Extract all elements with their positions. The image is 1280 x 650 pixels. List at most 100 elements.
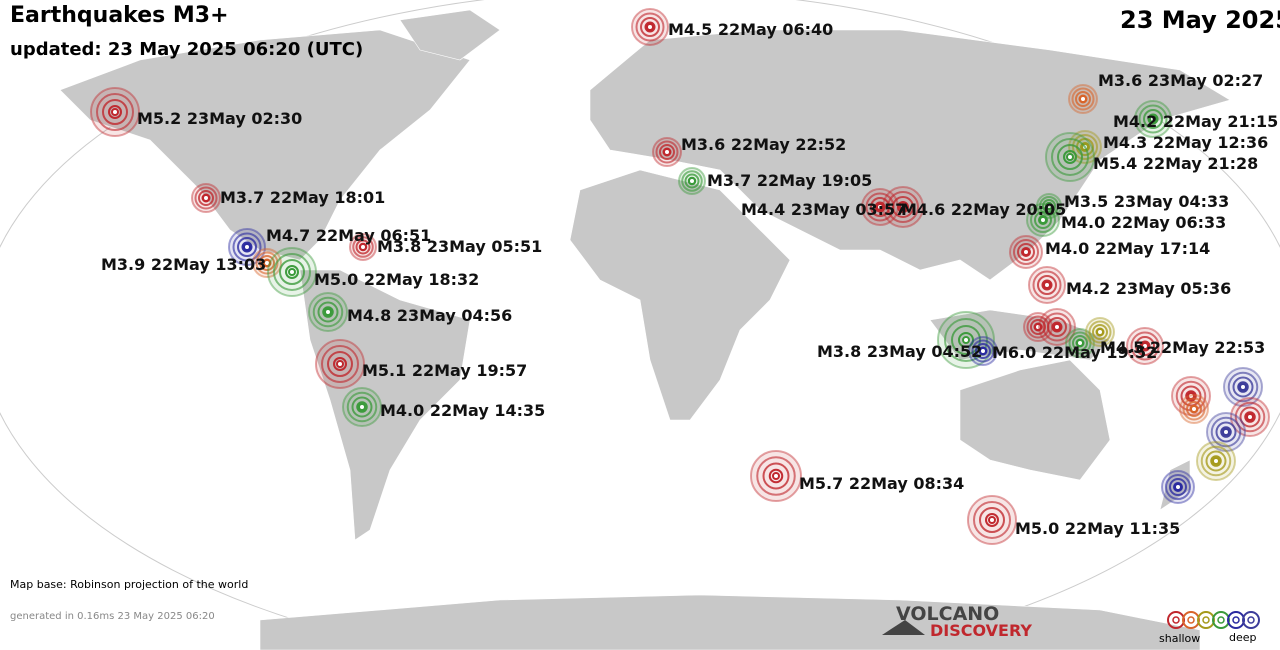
- ring: [973, 501, 1011, 539]
- ring: [1215, 421, 1237, 443]
- dot: [899, 203, 907, 211]
- dot: [1076, 339, 1084, 347]
- ring: [194, 186, 218, 210]
- ring: [684, 173, 700, 189]
- dot: [1222, 428, 1230, 436]
- land: [59, 9, 1231, 650]
- ring: [1135, 336, 1155, 356]
- ring: [351, 396, 373, 418]
- ring: [1205, 450, 1227, 472]
- ring: [1063, 150, 1077, 164]
- ring: [1138, 104, 1168, 134]
- ring: [762, 462, 790, 490]
- quake-marker: [267, 247, 317, 297]
- ring: [102, 99, 128, 125]
- quake-label: M3.5 23May 04:33: [1064, 192, 1229, 211]
- quake-marker: [90, 87, 140, 137]
- quake-label: M5.0 22May 11:35: [1015, 519, 1180, 538]
- quake-marker: [967, 495, 1017, 545]
- dot: [324, 308, 332, 316]
- ring: [1051, 321, 1063, 333]
- ring: [1037, 275, 1057, 295]
- ring: [355, 239, 371, 255]
- ring: [279, 259, 305, 285]
- quake-label: M3.7 22May 19:05: [707, 171, 872, 190]
- quake-label: M4.8 23May 04:56: [347, 306, 512, 325]
- dot: [358, 403, 366, 411]
- dot: [202, 194, 210, 202]
- quake-label: M4.5 22May 22:53: [1100, 338, 1265, 357]
- dot: [1066, 153, 1074, 161]
- ring: [640, 17, 660, 37]
- ring: [644, 21, 656, 33]
- legend-dot: [1172, 616, 1180, 624]
- dot: [1212, 457, 1220, 465]
- dot: [1239, 383, 1247, 391]
- logo-icon: [882, 620, 925, 635]
- legend-shallow: shallow: [1159, 632, 1200, 645]
- quake-label: M4.0 22May 17:14: [1045, 239, 1210, 258]
- dot: [979, 347, 987, 355]
- ring: [1186, 401, 1202, 417]
- quake-label: M4.0 22May 06:33: [1061, 213, 1226, 232]
- ring: [1139, 340, 1151, 352]
- ring: [1068, 331, 1092, 355]
- ring: [322, 306, 334, 318]
- quake-label: M5.4 22May 21:28: [1093, 154, 1258, 173]
- quake-label: M4.3 22May 12:36: [1103, 133, 1268, 152]
- ring: [756, 456, 796, 496]
- ring: [346, 391, 378, 423]
- ring: [1182, 397, 1206, 421]
- quake-marker: [882, 186, 924, 228]
- ring: [1237, 381, 1249, 393]
- dot: [243, 243, 251, 251]
- generated: generated in 0.16ms 23 May 2025 06:20: [10, 611, 215, 622]
- ring: [1042, 199, 1056, 213]
- ring: [659, 144, 675, 160]
- dot: [1022, 248, 1030, 256]
- quake-marker: [1161, 470, 1195, 504]
- ring: [1147, 113, 1159, 125]
- quake-label: M3.8 23May 05:51: [377, 237, 542, 256]
- dot: [1246, 413, 1254, 421]
- quake-label: M4.6 22May 20:05: [901, 200, 1066, 219]
- ring: [944, 318, 988, 362]
- ring: [1200, 445, 1232, 477]
- dot: [1079, 95, 1087, 103]
- ring: [1180, 385, 1202, 407]
- quake-marker: [1065, 328, 1095, 358]
- quake-label: M6.0 22May 19:52: [992, 343, 1157, 362]
- legend-dot: [1247, 616, 1255, 624]
- quake-label: M4.4 23May 03:57: [741, 200, 906, 219]
- quake-marker: [191, 183, 221, 213]
- ring: [635, 12, 665, 42]
- quake-label: M3.9 22May 13:03: [101, 255, 266, 274]
- ring: [1072, 335, 1088, 351]
- dot: [1141, 342, 1149, 350]
- quake-label: M3.6 23May 02:27: [1098, 71, 1263, 90]
- ring: [1210, 455, 1222, 467]
- ring: [1143, 109, 1163, 129]
- ring: [958, 332, 974, 348]
- ring: [897, 201, 909, 213]
- ring: [1051, 138, 1089, 176]
- ring: [285, 265, 299, 279]
- ring: [1072, 134, 1098, 160]
- ring: [768, 468, 784, 484]
- ring: [971, 339, 995, 363]
- quake-marker: [1038, 308, 1076, 346]
- ring: [681, 170, 703, 192]
- ring: [1232, 376, 1254, 398]
- dot: [1149, 115, 1157, 123]
- dot: [1053, 323, 1061, 331]
- quake-label: M4.7 22May 06:51: [266, 226, 431, 245]
- updated: updated: 23 May 2025 06:20 (UTC): [10, 39, 363, 60]
- quake-label: M5.7 22May 08:34: [799, 474, 964, 493]
- quake-marker: [342, 387, 382, 427]
- quake-label: M4.5 22May 06:40: [668, 20, 833, 39]
- quake-marker: [1085, 317, 1115, 347]
- ring: [1165, 474, 1191, 500]
- ring: [892, 196, 914, 218]
- quake-marker: [1068, 130, 1102, 164]
- legend-dot: [1187, 616, 1195, 624]
